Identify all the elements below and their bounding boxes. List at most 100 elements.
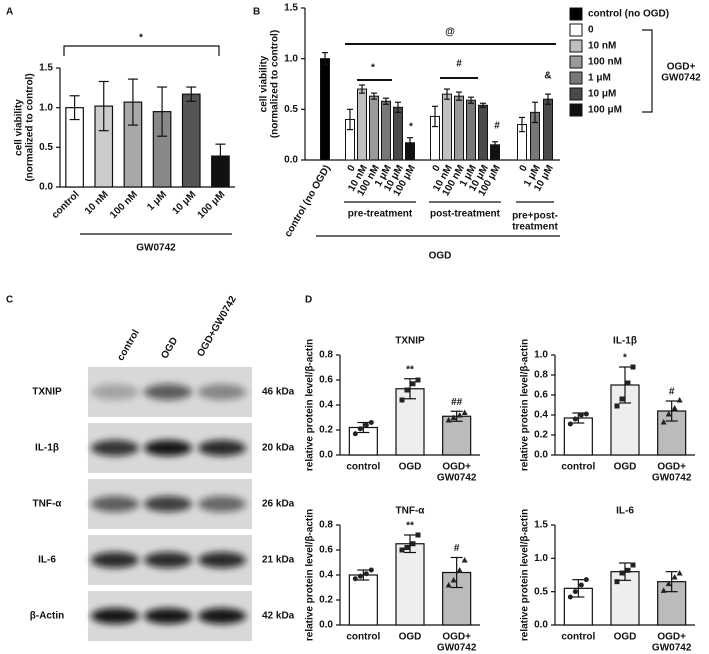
annotation: * [623, 353, 627, 364]
error-bar [545, 93, 551, 105]
x-tick-label: 100 nM [108, 189, 140, 221]
y-tick-label: 0.0 [319, 620, 333, 631]
data-point [450, 577, 457, 583]
y-tick-label: 0.6 [319, 545, 333, 556]
x-tick-label: control [561, 632, 595, 643]
legend-swatch [569, 87, 583, 101]
x-tick-label: 10 nM [83, 189, 111, 217]
y-axis-label: relative protein level/β-actin [305, 339, 316, 471]
x-label-group: 100 μM [196, 189, 228, 221]
size-label: 46 kDa [262, 387, 295, 398]
group-title: OGD [429, 251, 452, 262]
y-label-group: relative protein level/β-actin [305, 509, 316, 641]
blot-band [91, 440, 139, 456]
size-label: 20 kDa [262, 443, 295, 454]
x-label-group: 0 [518, 163, 531, 174]
error-bar [215, 143, 226, 169]
data-point [625, 567, 631, 573]
data-point [614, 403, 620, 409]
data-point [399, 397, 405, 403]
data-point [578, 412, 584, 418]
x-tick-label: 10 μM [170, 189, 198, 217]
legend-swatch [569, 55, 583, 69]
x-tick-label: OGD [399, 462, 422, 473]
y-tick-label: 1.5 [284, 3, 298, 14]
x-tick-label: 0 [431, 163, 444, 174]
data-point [368, 567, 374, 573]
data-point [461, 557, 468, 563]
legend-swatch [569, 71, 583, 85]
error-bar [357, 421, 370, 434]
panel-label: A [6, 7, 13, 18]
chart-title: IL-1β [613, 336, 637, 347]
x-tick-label: OGD+ GW0742 [437, 631, 477, 653]
protein-label: TNF-α [33, 499, 63, 510]
blot-band [91, 496, 139, 512]
error-bar [157, 86, 168, 137]
error-bar [665, 400, 678, 422]
size-label: 26 kDa [262, 499, 295, 510]
bar [454, 95, 464, 161]
protein-label: TXNIP [32, 387, 62, 398]
data-point [415, 532, 421, 538]
annotation: ** [406, 521, 414, 532]
data-point [630, 562, 636, 568]
y-tick-label: 0.5 [534, 586, 548, 597]
error-bar [480, 102, 486, 108]
data-point [445, 582, 452, 588]
y-axis-label: relative protein level/β-actin [305, 509, 316, 641]
y-tick-label: 0.8 [319, 520, 333, 531]
error-bar [619, 366, 631, 404]
lane-label: OGD+GW0742 [195, 294, 239, 359]
protein-label: IL-6 [38, 555, 56, 566]
x-tick-label: control [50, 189, 82, 221]
protein-label: β-Actin [30, 611, 64, 622]
x-tick-label: OGD [614, 462, 637, 473]
annotation: ** [406, 364, 414, 375]
bar [393, 106, 403, 161]
data-point [456, 567, 463, 573]
error-bar [322, 51, 328, 66]
y-tick-label: 0.0 [284, 155, 298, 166]
bar [381, 100, 391, 161]
blot-band [198, 552, 246, 568]
data-point [415, 377, 421, 383]
annotation: * [409, 122, 413, 133]
data-point [630, 364, 636, 370]
bar [320, 58, 330, 161]
legend-bracket [642, 29, 653, 113]
blot-band [91, 384, 139, 400]
annotation: # [456, 59, 462, 70]
x-label-group: 100 nM [108, 189, 140, 221]
lane-label-group: control [115, 328, 142, 363]
data-point [676, 570, 683, 576]
error-bar [468, 96, 474, 104]
error-bar [357, 569, 370, 581]
data-point [404, 545, 410, 550]
x-tick-label: 1 μM [145, 189, 169, 213]
x-tick-label: OGD+ GW0742 [437, 461, 477, 483]
lane-label: control [115, 328, 142, 363]
error-bar [456, 91, 462, 101]
y-tick-label: 0.6 [319, 375, 333, 386]
bar [442, 415, 472, 456]
panel-label: B [253, 7, 260, 18]
data-point [660, 419, 667, 425]
y-tick-label: 0.4 [319, 400, 333, 411]
error-bar [383, 97, 389, 105]
annotation: * [371, 63, 375, 74]
data-point [619, 396, 625, 402]
y-tick-label: 0.0 [319, 450, 333, 461]
data-point [368, 420, 374, 425]
legend-label: 1 μM [588, 73, 611, 84]
blot-band [91, 552, 139, 568]
group-label: pre+post-treatment [512, 210, 558, 232]
data-point [450, 414, 457, 420]
data-point [363, 571, 369, 577]
error-bar [98, 80, 109, 132]
y-tick-label: 0.4 [319, 570, 333, 581]
lane-label: OGD [159, 336, 180, 361]
bar [395, 543, 425, 626]
data-point [572, 416, 578, 422]
